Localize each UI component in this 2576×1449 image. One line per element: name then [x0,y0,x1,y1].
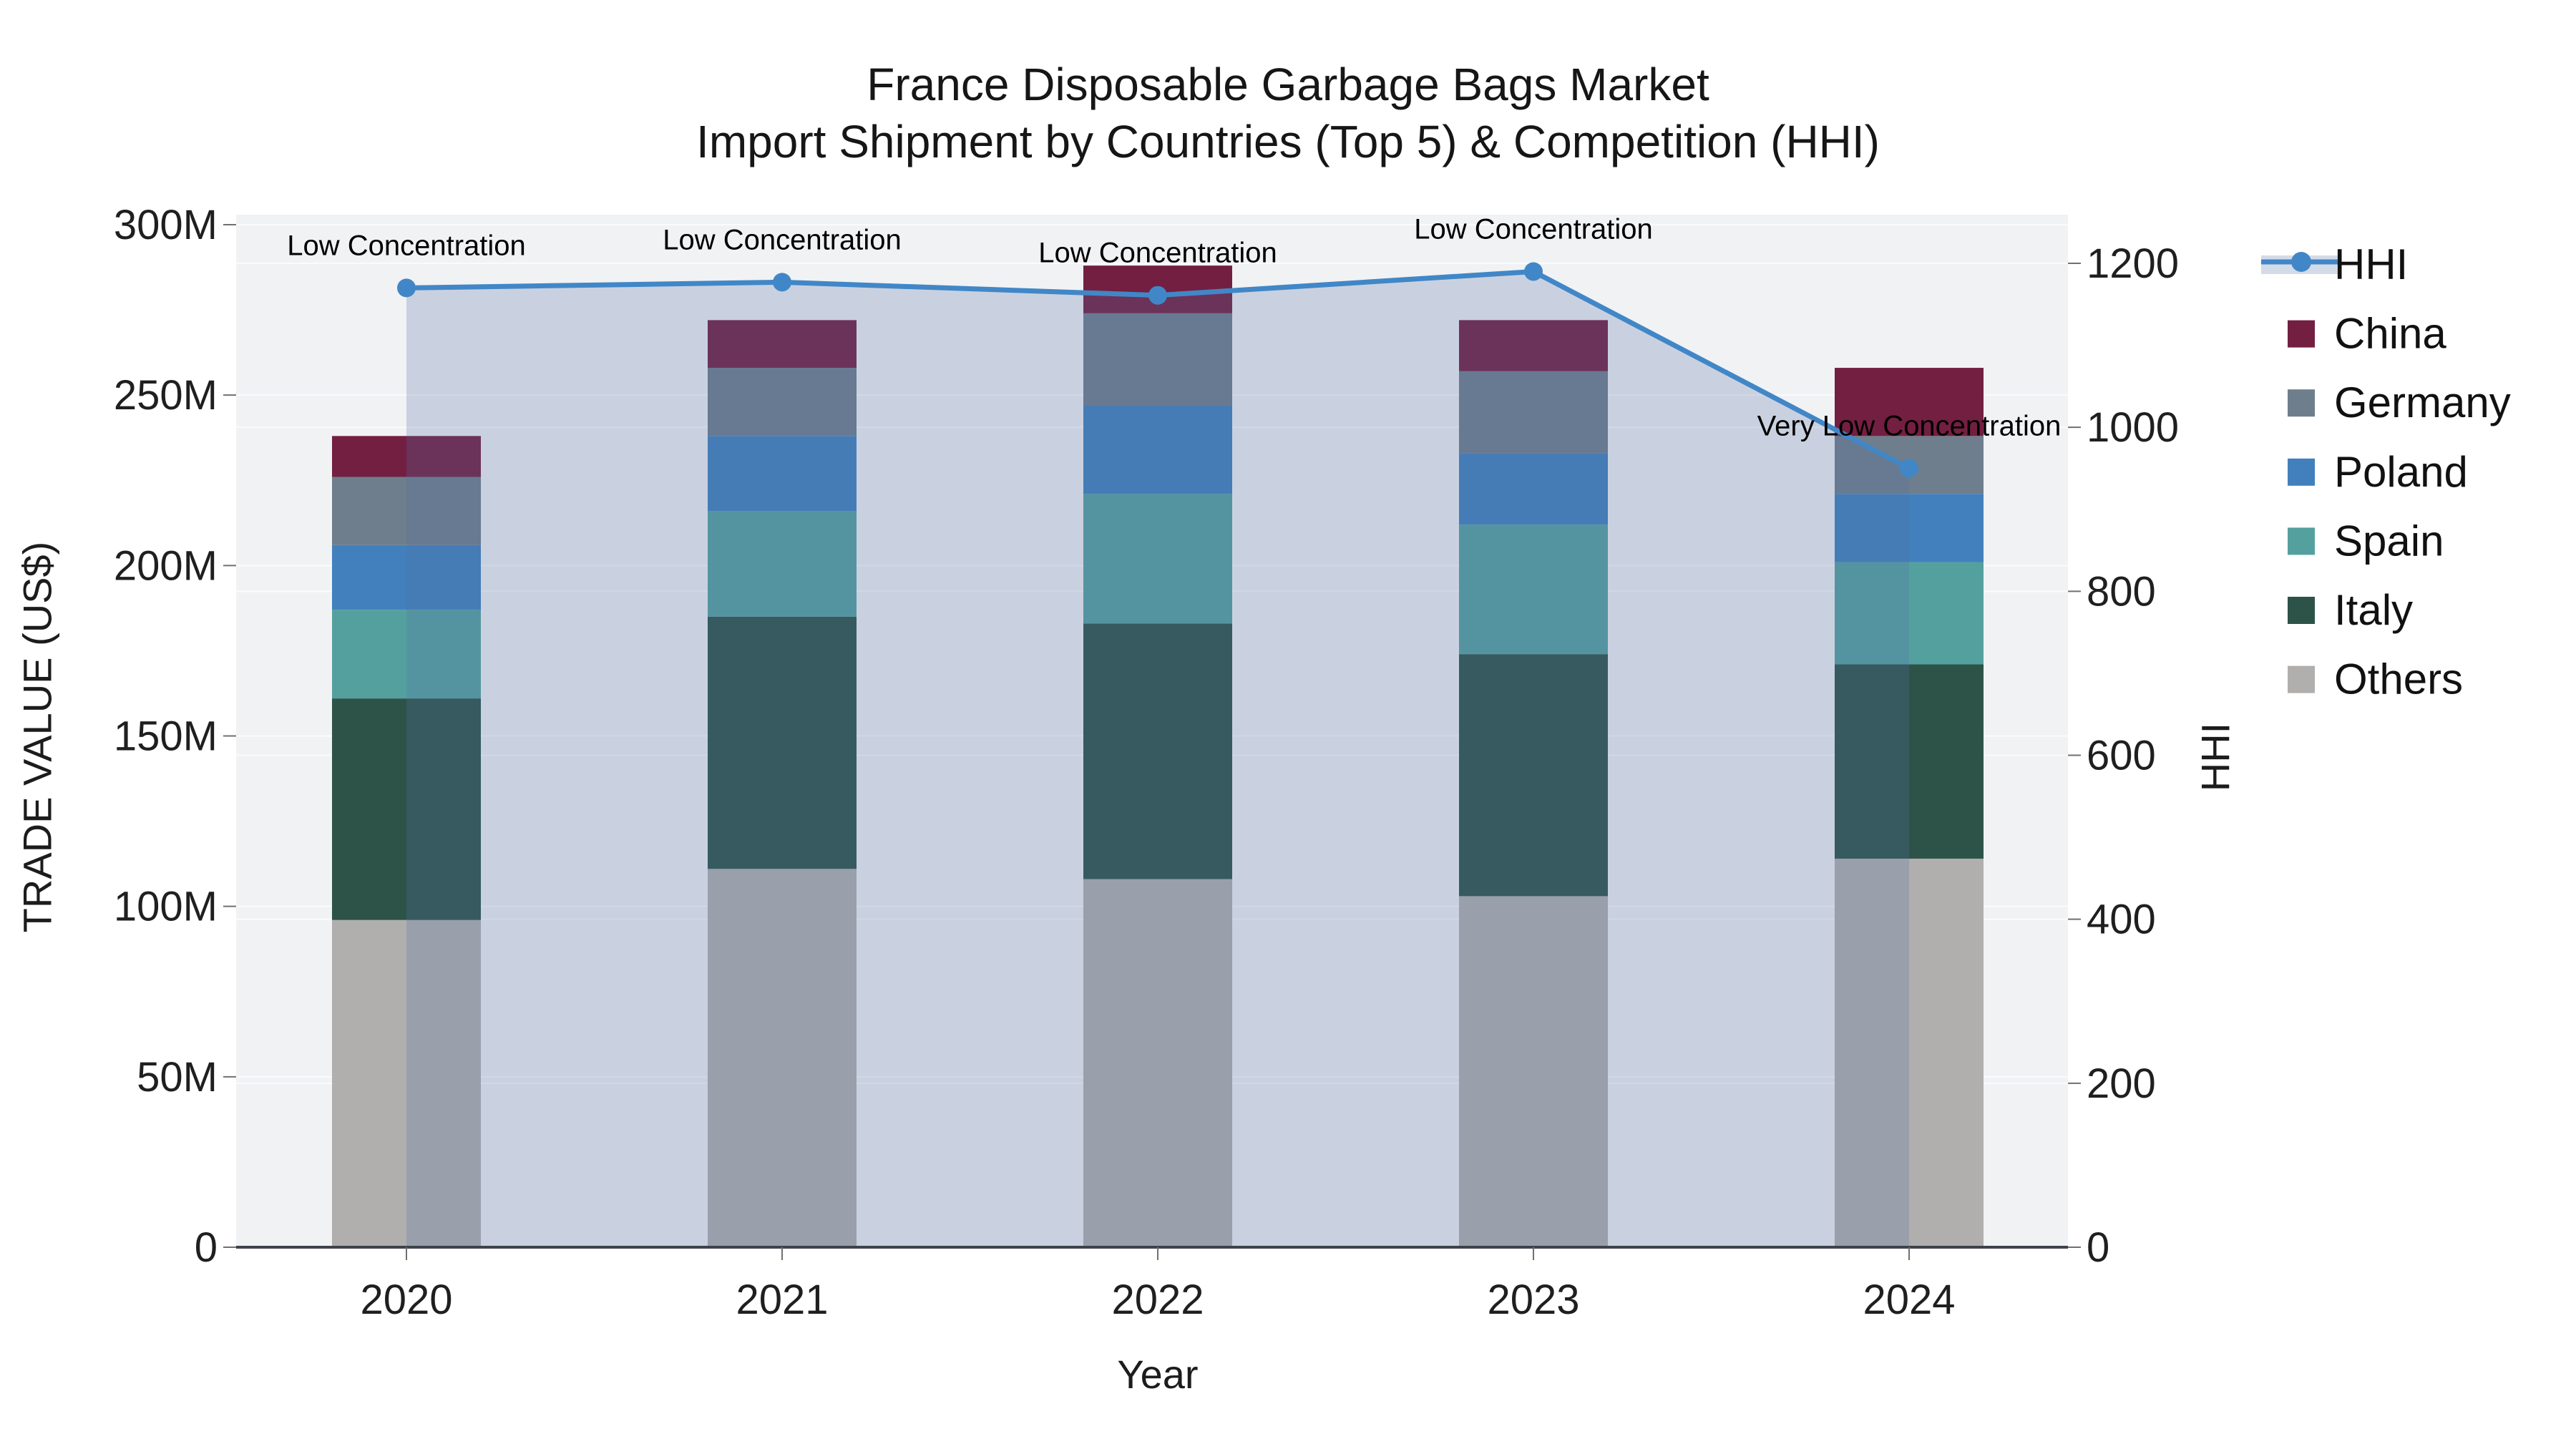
bar-2022-spain[interactable] [1083,494,1232,624]
y-left-tick-label: 0 [195,1224,218,1271]
bar-2022-others[interactable] [1083,879,1232,1247]
bar-2023-italy[interactable] [1459,654,1608,897]
x-tick-label-2023[interactable]: 2023 [1487,1277,1579,1323]
bar-2022-italy[interactable] [1083,623,1232,879]
legend-swatch-germany [2288,389,2315,417]
x-tick-label-2021[interactable]: 2021 [736,1277,828,1323]
right-axis-title: HHI [2192,722,2238,792]
y-right-tick-label: 400 [2087,897,2156,943]
legend-item-others[interactable]: Others [2288,655,2463,703]
bar-2020-italy[interactable] [332,698,481,920]
annotation-2021: Low Concentration [663,224,902,255]
legend-label-poland: Poland [2334,448,2468,496]
y-left-tick-label: 150M [114,713,218,760]
legend-item-hhi[interactable]: HHI [2261,240,2408,288]
legend-label-germany: Germany [2334,379,2511,426]
bar-2020-spain[interactable] [332,610,481,699]
hhi-point-2021[interactable] [773,273,791,292]
tick-labels: 2020 2021 2022 2023 2024 0 50M 100M 150M 200M 250M… [114,202,2179,1323]
axis-ticks [223,224,2081,1260]
chart-title-line1: France Disposable Garbage Bags Market [867,59,1709,110]
bar-2023-germany[interactable] [1459,371,1608,454]
y-left-tick-label: 250M [114,372,218,419]
bar-2024-others[interactable] [1835,858,1984,1247]
legend-item-spain[interactable]: Spain [2288,517,2444,565]
hhi-point-2023[interactable] [1524,262,1543,281]
bar-2021-italy[interactable] [708,616,857,869]
bar-2023-spain[interactable] [1459,525,1608,655]
legend-swatch-italy [2288,597,2315,624]
bar-2020-germany[interactable] [332,477,481,545]
hhi-point-2024[interactable] [1900,459,1918,478]
legend-label-spain: Spain [2334,517,2444,565]
legend-label-china: China [2334,310,2446,358]
hhi-point-2020[interactable] [397,278,416,298]
x-tick-label-2022[interactable]: 2022 [1111,1277,1204,1323]
bar-2020-others[interactable] [332,919,481,1247]
legend-item-china[interactable]: China [2288,310,2446,358]
bar-2023-poland[interactable] [1459,453,1608,525]
legend-swatch-poland [2288,458,2315,486]
bar-2022-germany[interactable] [1083,313,1232,406]
bar-2021-poland[interactable] [708,436,857,512]
bar-2023-china[interactable] [1459,320,1608,371]
bar-2021-china[interactable] [708,320,857,369]
y-right-tick-label: 0 [2087,1224,2109,1271]
bar-2024-china[interactable] [1835,368,1984,436]
left-axis-title: TRADE VALUE (US$) [14,541,60,933]
chart-title: France Disposable Garbage Bags Market Im… [0,56,2576,170]
annotation-2022: Low Concentration [1038,238,1277,269]
y-left-tick-label: 300M [114,202,218,248]
legend-swatch-spain [2288,527,2315,555]
bar-2021-germany[interactable] [708,368,857,436]
chart-title-line2: Import Shipment by Countries (Top 5) & C… [696,116,1880,167]
legend: HHI China Germany Poland Spain Italy Others [2261,240,2511,703]
bar-2024-italy[interactable] [1835,664,1984,859]
y-left-tick-label: 50M [137,1054,218,1101]
x-axis-title: Year [1117,1352,1199,1397]
legend-label-others: Others [2334,655,2463,703]
bar-2021-others[interactable] [708,869,857,1247]
y-left-tick-label: 200M [114,542,218,589]
bar-2020-china[interactable] [332,436,481,477]
legend-swatch-others [2288,665,2315,693]
annotation-2020: Low Concentration [287,230,526,261]
annotation-2023: Low Concentration [1414,213,1653,245]
legend-item-poland[interactable]: Poland [2288,448,2468,496]
hhi-area-fill [406,271,1909,1247]
bar-series-group [332,265,1984,1247]
y-right-tick-label: 200 [2087,1060,2156,1107]
bar-2024-spain[interactable] [1835,562,1984,665]
legend-item-italy[interactable]: Italy [2288,586,2413,634]
legend-swatch-china [2288,320,2315,348]
legend-label-hhi: HHI [2334,240,2408,288]
legend-hhi-marker [2291,252,2311,272]
y-right-tick-label: 1200 [2087,240,2179,287]
y-right-tick-label: 1000 [2087,404,2179,451]
x-tick-label-2020[interactable]: 2020 [360,1277,452,1323]
y-right-tick-label: 600 [2087,733,2156,779]
y-right-tick-label: 800 [2087,568,2156,615]
annotation-2024: Very Low Concentration [1757,410,2062,441]
bar-2020-poland[interactable] [332,545,481,610]
bar-2021-spain[interactable] [708,511,857,617]
legend-label-italy: Italy [2334,586,2413,634]
y-left-tick-label: 100M [114,884,218,930]
hhi-point-2022[interactable] [1148,286,1167,305]
legend-item-germany[interactable]: Germany [2288,379,2511,426]
bar-2024-poland[interactable] [1835,494,1984,562]
bar-2022-poland[interactable] [1083,405,1232,494]
bar-2023-others[interactable] [1459,896,1608,1247]
x-tick-label-2024[interactable]: 2024 [1863,1277,1955,1323]
